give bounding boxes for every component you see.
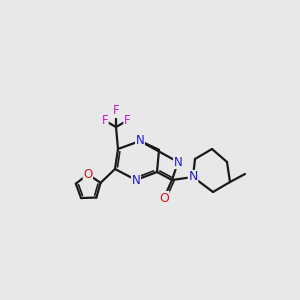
- Text: F: F: [124, 114, 130, 127]
- Text: N: N: [174, 155, 182, 169]
- Text: O: O: [159, 191, 169, 205]
- Text: F: F: [113, 104, 119, 118]
- Text: N: N: [132, 173, 140, 187]
- Text: F: F: [101, 114, 108, 127]
- Text: N: N: [188, 170, 198, 184]
- Text: N: N: [136, 134, 144, 148]
- Text: O: O: [83, 168, 92, 181]
